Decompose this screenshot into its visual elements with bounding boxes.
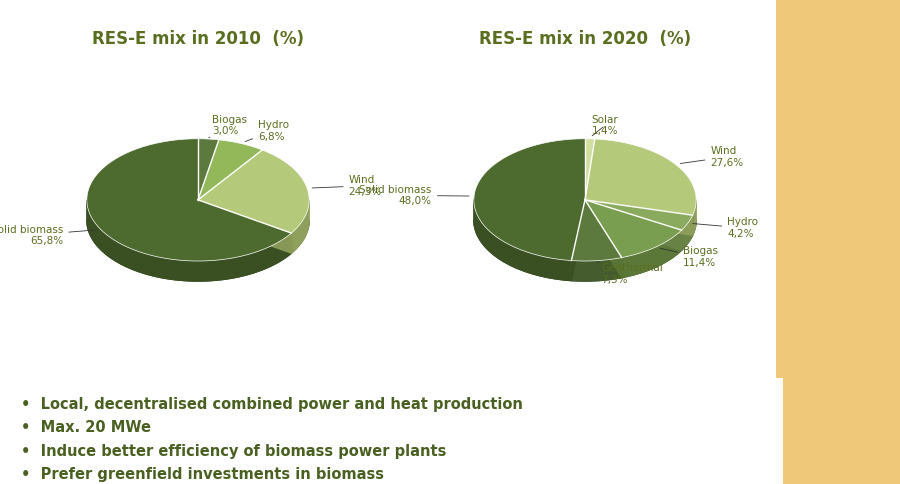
Text: Solid biomass
48,0%: Solid biomass 48,0%	[359, 184, 469, 206]
Polygon shape	[585, 200, 681, 257]
Text: Hydro
4,2%: Hydro 4,2%	[693, 217, 758, 239]
Text: Solid biomass
65,8%: Solid biomass 65,8%	[0, 225, 95, 246]
Polygon shape	[473, 199, 572, 281]
Polygon shape	[572, 200, 585, 281]
Polygon shape	[585, 200, 693, 235]
Polygon shape	[572, 200, 622, 261]
Text: Geothermal
7,3%: Geothermal 7,3%	[597, 262, 663, 285]
Polygon shape	[473, 139, 585, 260]
Polygon shape	[198, 200, 292, 253]
Polygon shape	[585, 139, 697, 215]
Polygon shape	[585, 200, 693, 230]
Polygon shape	[572, 257, 622, 281]
Polygon shape	[86, 200, 292, 281]
Polygon shape	[198, 140, 262, 200]
Polygon shape	[198, 139, 219, 200]
Text: •  Prefer greenfield investments in biomass: • Prefer greenfield investments in bioma…	[21, 467, 383, 482]
Polygon shape	[693, 199, 697, 235]
Title: RES-E mix in 2020  (%): RES-E mix in 2020 (%)	[479, 30, 691, 48]
Polygon shape	[585, 200, 693, 235]
Polygon shape	[622, 230, 681, 278]
Text: Hydro
6,8%: Hydro 6,8%	[245, 121, 289, 142]
Polygon shape	[585, 200, 622, 278]
Text: Wind
27,6%: Wind 27,6%	[680, 146, 743, 167]
Polygon shape	[585, 139, 595, 200]
Polygon shape	[585, 200, 622, 278]
Text: Wind
24,3%: Wind 24,3%	[312, 175, 382, 197]
Title: RES-E mix in 2010  (%): RES-E mix in 2010 (%)	[92, 30, 304, 48]
Polygon shape	[681, 215, 693, 250]
Polygon shape	[198, 150, 310, 233]
Polygon shape	[86, 220, 310, 281]
Text: •  Local, decentralised combined power and heat production: • Local, decentralised combined power an…	[21, 397, 523, 412]
Polygon shape	[585, 200, 681, 250]
Polygon shape	[473, 220, 697, 281]
Text: Biogas
3,0%: Biogas 3,0%	[209, 115, 248, 138]
Polygon shape	[86, 139, 292, 261]
Text: Solar
1,4%: Solar 1,4%	[592, 115, 618, 136]
Text: •  Induce better efficiency of biomass power plants: • Induce better efficiency of biomass po…	[21, 443, 446, 458]
Polygon shape	[572, 200, 585, 281]
Polygon shape	[585, 200, 681, 250]
Text: •  Max. 20 MWe: • Max. 20 MWe	[21, 420, 150, 435]
Text: Biogas
11,4%: Biogas 11,4%	[661, 246, 718, 268]
Polygon shape	[198, 200, 292, 253]
Polygon shape	[292, 199, 310, 253]
